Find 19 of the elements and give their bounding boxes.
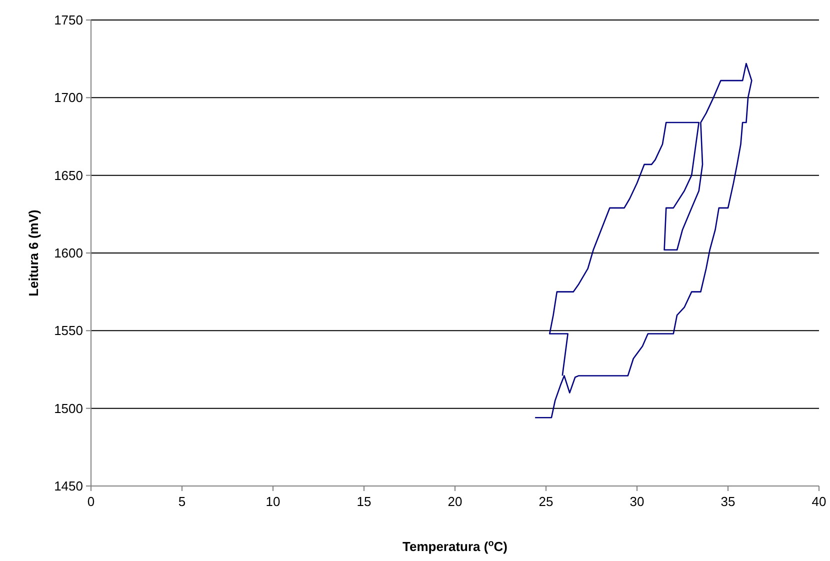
y-tick-label: 1750 — [54, 12, 83, 28]
line-series — [534, 62, 752, 418]
y-tick-label: 1500 — [54, 400, 83, 416]
x-tick-label: 0 — [87, 494, 95, 509]
x-tick-label: 20 — [448, 494, 462, 509]
x-tick-label: 30 — [630, 494, 644, 509]
y-tick-label: 1550 — [54, 323, 83, 338]
x-axis-title: Temperatura ($^{o}$C) — [402, 538, 508, 554]
y-tick-label: 1700 — [54, 90, 83, 106]
y-tick-label: 1650 — [54, 168, 83, 183]
x-tick-label: 35 — [720, 494, 736, 509]
y-tick-label: 1450 — [54, 478, 83, 494]
x-tick-label: 40 — [812, 494, 826, 509]
y-axis-title: Leitura 6 (mV) — [26, 210, 41, 296]
x-tick-label: 10 — [266, 494, 280, 509]
x-tick-label: 25 — [538, 494, 554, 509]
x-tick-label: 15 — [356, 494, 372, 509]
y-tick-label: 1600 — [54, 246, 83, 261]
x-tick-label: 5 — [178, 494, 186, 509]
